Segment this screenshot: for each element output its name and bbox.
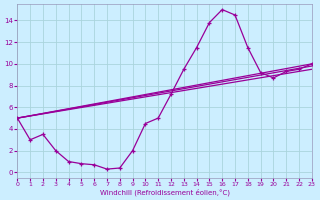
X-axis label: Windchill (Refroidissement éolien,°C): Windchill (Refroidissement éolien,°C) <box>100 188 229 196</box>
